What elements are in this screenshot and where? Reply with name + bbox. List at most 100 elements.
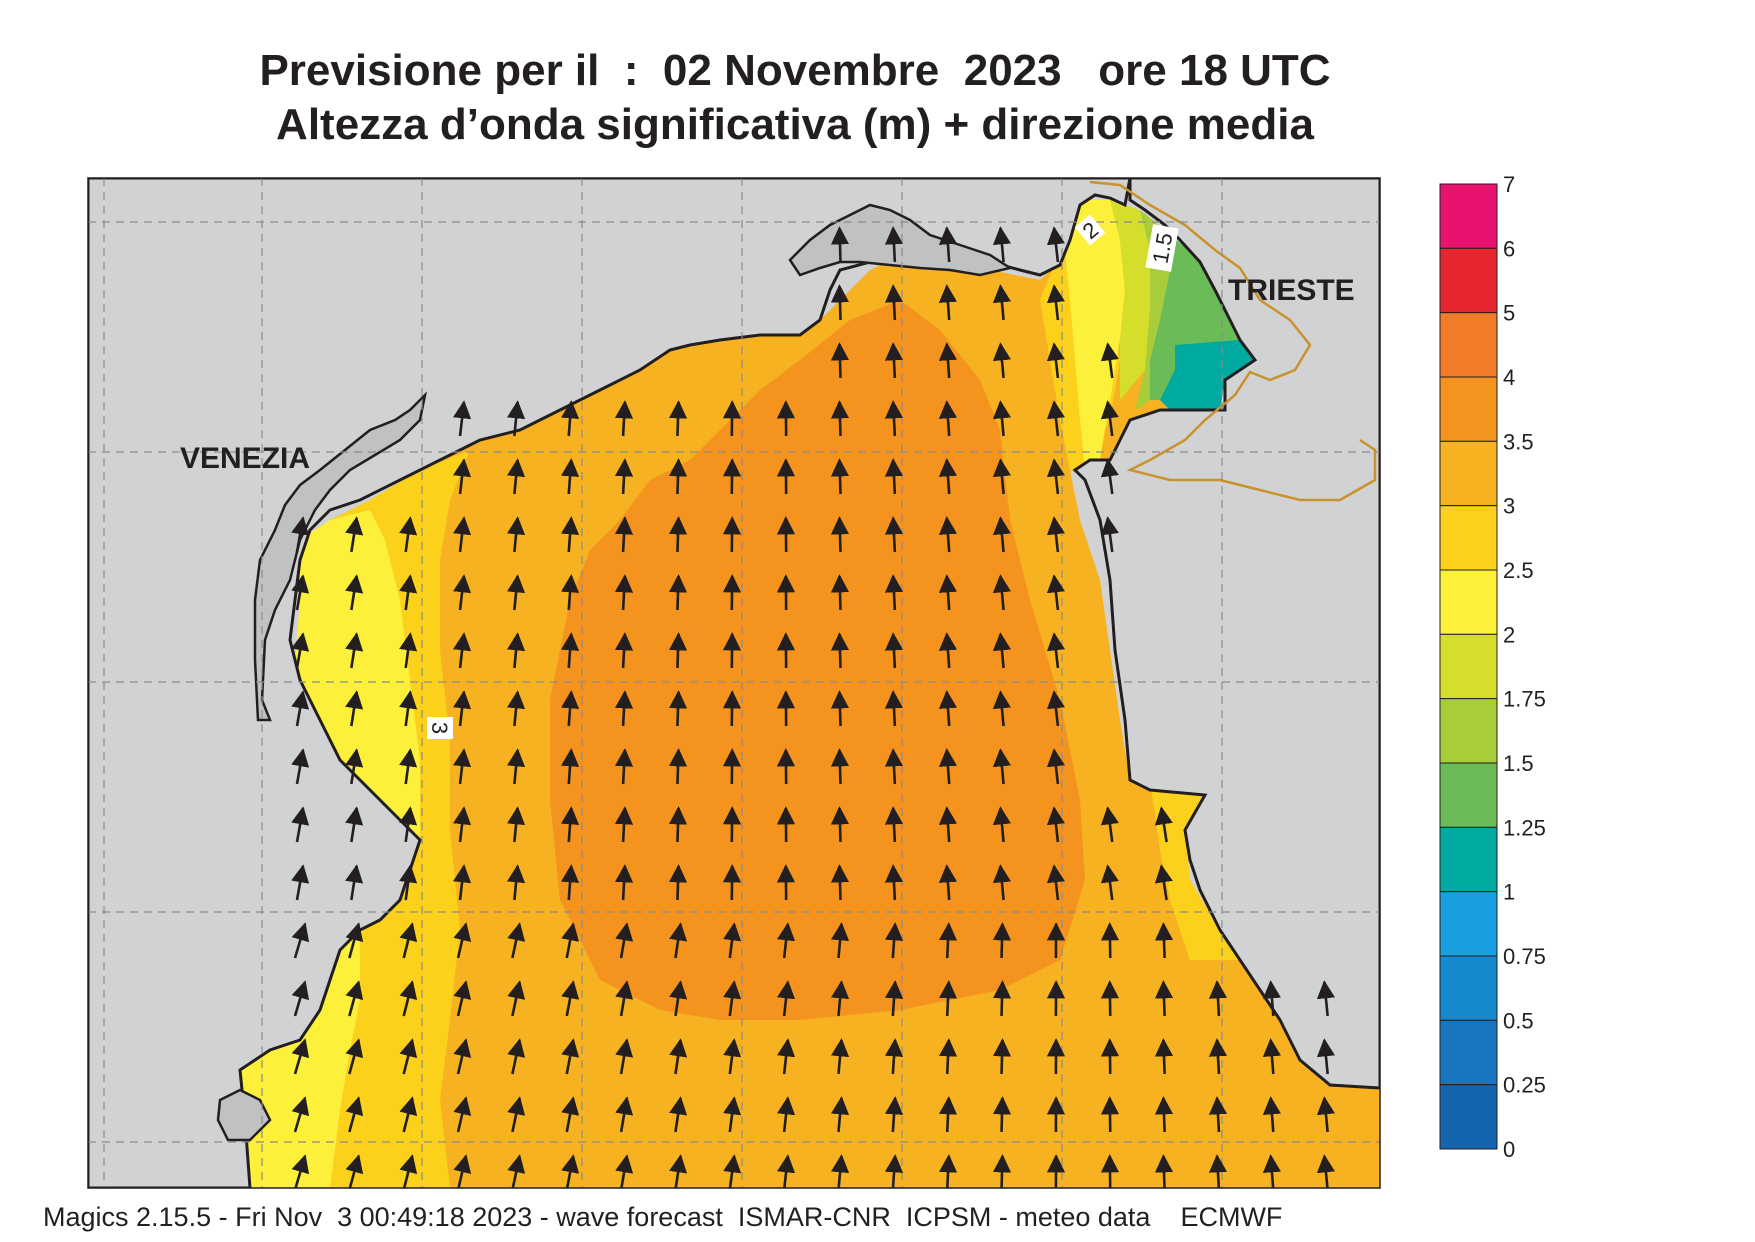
direction-arrow (345, 980, 364, 1017)
wave-zone-1.75-2-east (1110, 200, 1150, 400)
direction-arrow (1046, 748, 1065, 785)
direction-arrow (399, 690, 418, 727)
direction-arrow (291, 632, 310, 669)
direction-arrow (1262, 1038, 1282, 1075)
direction-arrow (723, 1154, 742, 1188)
direction-arrow (668, 400, 688, 437)
direction-arrow (1046, 864, 1065, 901)
direction-arrow (291, 806, 310, 843)
direction-arrow (614, 806, 634, 843)
direction-arrow (777, 1096, 796, 1133)
direction-arrow (884, 980, 904, 1017)
direction-arrow (669, 980, 688, 1017)
colorbar-tick-label: 1 (1503, 880, 1515, 905)
direction-arrow (291, 864, 310, 901)
direction-arrow (507, 690, 526, 727)
direction-arrow (507, 458, 526, 495)
direction-arrow (345, 806, 364, 843)
direction-arrow (453, 980, 472, 1017)
direction-arrow (830, 864, 850, 901)
direction-arrow (615, 1038, 634, 1075)
direction-arrow (614, 574, 634, 611)
direction-arrow (1316, 980, 1335, 1017)
direction-arrow (1100, 1154, 1120, 1188)
direction-arrow (614, 400, 634, 437)
direction-arrow (884, 748, 904, 785)
direction-arrow (560, 400, 580, 437)
direction-arrow (830, 1154, 850, 1188)
direction-arrow (1046, 284, 1065, 321)
direction-arrow (884, 1154, 904, 1188)
direction-arrow (830, 342, 850, 379)
direction-arrow (615, 922, 634, 959)
direction-arrow (884, 1038, 904, 1075)
direction-arrow (830, 516, 850, 553)
direction-arrow (938, 806, 958, 843)
direction-arrow (1154, 922, 1174, 959)
direction-arrow (399, 1096, 418, 1133)
direction-arrow (669, 1096, 688, 1133)
direction-arrow (453, 632, 472, 669)
contour-label-1.5: 1.5 (1145, 224, 1179, 272)
wave-direction-arrows (291, 226, 1335, 1188)
direction-arrow (560, 864, 580, 901)
direction-arrow (614, 458, 634, 495)
direction-arrow (507, 1154, 526, 1188)
direction-arrow (830, 400, 850, 437)
direction-arrow (992, 284, 1011, 321)
direction-arrow (668, 864, 688, 901)
direction-arrow (1154, 1154, 1174, 1188)
direction-arrow (992, 632, 1011, 669)
label-trieste: TRIESTE (1228, 274, 1355, 307)
contour-label-3: 3 (427, 717, 453, 739)
direction-arrow (1208, 1096, 1228, 1133)
direction-arrow (1154, 864, 1173, 901)
direction-arrow (561, 1154, 580, 1188)
direction-arrow (1208, 980, 1228, 1017)
direction-arrow (884, 400, 904, 437)
wave-zone-3.5-4 (550, 300, 1085, 1020)
direction-arrow (291, 516, 310, 553)
direction-arrow (1100, 864, 1119, 901)
direction-arrow (830, 980, 850, 1017)
direction-arrow (777, 1154, 796, 1188)
contour-label-1.5-text: 1.5 (1148, 231, 1178, 265)
colorbar-tick-label: 3 (1503, 494, 1515, 519)
map-title: Previsione per il : 02 Novembre 2023 ore… (259, 46, 1331, 95)
direction-arrow (560, 574, 580, 611)
direction-arrow (669, 922, 688, 959)
direction-arrow (1100, 458, 1119, 495)
direction-arrow (723, 1038, 742, 1075)
direction-arrow (992, 748, 1011, 785)
direction-arrow (1100, 342, 1119, 379)
direction-arrow (345, 632, 364, 669)
direction-arrow (399, 806, 418, 843)
direction-arrow (992, 458, 1011, 495)
direction-arrow (1100, 806, 1119, 843)
direction-arrow (1154, 1096, 1174, 1133)
direction-arrow (507, 922, 526, 959)
direction-arrow (992, 516, 1011, 553)
direction-arrow (399, 748, 418, 785)
direction-arrow (938, 516, 958, 553)
direction-arrow (1100, 1096, 1120, 1133)
direction-arrow (507, 980, 526, 1017)
direction-arrow (938, 632, 958, 669)
direction-arrow (1154, 1038, 1174, 1075)
direction-arrow (938, 574, 958, 611)
direction-arrow (992, 806, 1011, 843)
direction-arrow (399, 1154, 418, 1188)
direction-arrow (453, 1038, 472, 1075)
direction-arrow (723, 922, 742, 959)
direction-arrow (453, 574, 472, 611)
direction-arrow (291, 922, 310, 959)
direction-arrow (1046, 400, 1065, 437)
direction-arrow (507, 1096, 526, 1133)
direction-arrow (345, 922, 364, 959)
direction-arrow (614, 748, 634, 785)
direction-arrow (1316, 1096, 1335, 1133)
direction-arrow (830, 458, 850, 495)
direction-arrow (453, 922, 472, 959)
direction-arrow (399, 632, 418, 669)
